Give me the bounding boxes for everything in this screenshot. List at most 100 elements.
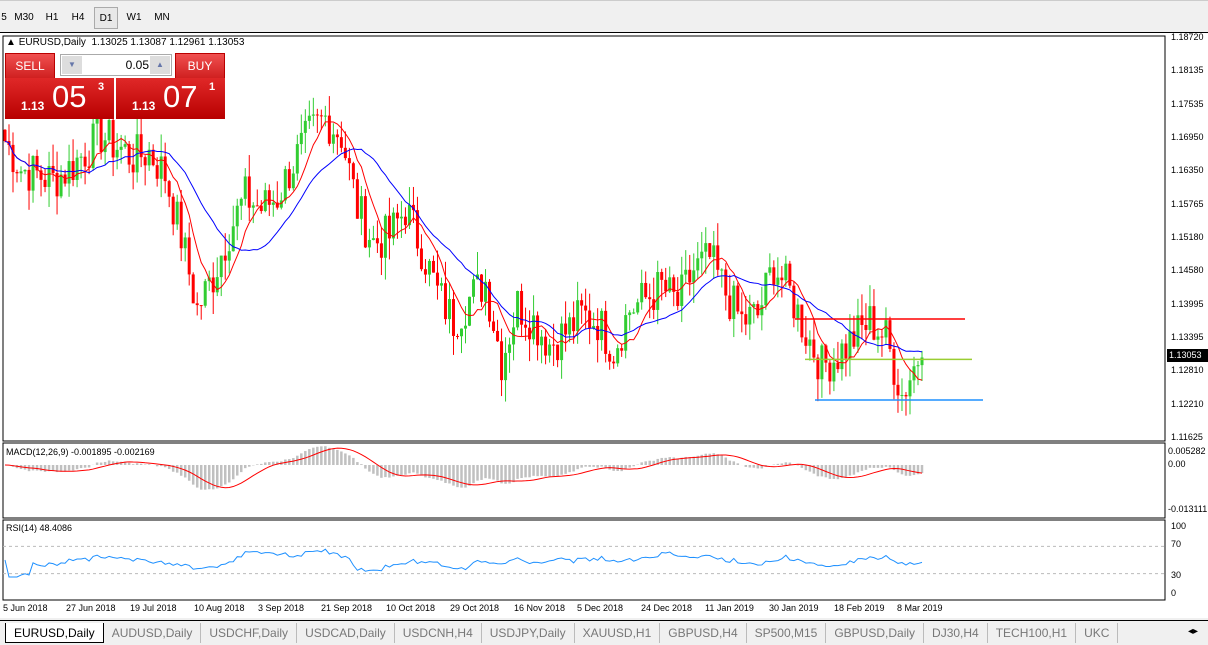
chart-tab[interactable]: XAUUSD,H1	[575, 623, 661, 643]
candle-body	[303, 120, 307, 133]
price-axis-label: 1.15180	[1171, 232, 1204, 242]
candle-body	[59, 174, 63, 197]
candle-body	[35, 155, 39, 171]
candle-body	[399, 216, 403, 219]
candle-body	[796, 304, 800, 319]
candle-body	[804, 337, 808, 346]
candle-body	[688, 269, 692, 283]
candle-body	[407, 204, 411, 226]
rsi-axis-label: 100	[1171, 521, 1187, 531]
timeframe-mn[interactable]: MN	[154, 12, 170, 23]
candle-body	[512, 327, 516, 345]
candle-body	[423, 269, 427, 275]
candle-body	[864, 324, 868, 330]
chart-canvas[interactable]	[0, 33, 1208, 619]
candle-body	[287, 169, 291, 189]
last-price-tag: 1.13053	[1167, 349, 1208, 362]
candle-body	[768, 267, 772, 273]
sell-price[interactable]: 1.13 05 3	[5, 78, 114, 119]
candle-body	[788, 263, 792, 286]
buy-price[interactable]: 1.13 07 1	[116, 78, 225, 119]
candle-body	[435, 272, 439, 286]
candle-body	[776, 277, 780, 285]
candle-body	[295, 144, 299, 174]
time-axis-label: 18 Feb 2019	[834, 603, 885, 613]
candle-body	[223, 255, 227, 261]
candle-body	[271, 202, 275, 205]
lot-size-stepper[interactable]: ▼ 0.05 ▲	[60, 54, 172, 76]
chart-window[interactable]: ▲ EURUSD,Daily 1.13025 1.13087 1.12961 1…	[0, 32, 1208, 618]
candle-body	[624, 315, 628, 351]
candle-body	[744, 314, 748, 325]
timeframe-h4[interactable]: H4	[71, 12, 85, 23]
candle-body	[403, 216, 407, 226]
candle-body	[540, 336, 544, 346]
candle-body	[283, 169, 287, 201]
candle-body	[856, 315, 860, 347]
chart-tab[interactable]: DJ30,H4	[924, 623, 988, 643]
timeframe-5[interactable]: 5	[1, 12, 7, 23]
candle-body	[375, 238, 379, 244]
candle-body	[99, 118, 103, 153]
rsi-axis-label: 0	[1171, 588, 1177, 598]
candle-body	[724, 269, 728, 296]
price-axis-label: 1.18135	[1171, 65, 1204, 76]
timeframe-h1[interactable]: H1	[45, 12, 59, 23]
increase-lot-icon[interactable]: ▲	[150, 56, 170, 74]
candle-body	[772, 267, 776, 285]
chart-tab[interactable]: SP500,M15	[747, 623, 827, 643]
chart-tab[interactable]: USDCAD,Daily	[297, 623, 395, 643]
candle-body	[828, 362, 832, 382]
candle-body	[455, 335, 459, 337]
chart-tab[interactable]: EURUSD,Daily	[5, 623, 104, 643]
candle-body	[712, 245, 716, 257]
candle-body	[620, 348, 624, 351]
candle-body	[728, 295, 732, 320]
candle-body	[484, 281, 488, 302]
candle-body	[580, 300, 584, 306]
candle-body	[604, 310, 608, 354]
timeframe-m30[interactable]: M30	[14, 12, 34, 23]
timeframe-w1[interactable]: W1	[126, 12, 142, 23]
tab-scroll-arrows-icon[interactable]: ◂▸	[1186, 625, 1201, 639]
chart-tab[interactable]: UKC	[1076, 623, 1119, 643]
chart-tab[interactable]: GBPUSD,Daily	[826, 623, 925, 643]
candle-body	[19, 171, 23, 174]
candle-body	[636, 302, 640, 313]
candle-body	[247, 176, 251, 208]
chart-tab[interactable]: USDCNH,H4	[395, 623, 482, 643]
candle-body	[504, 352, 508, 381]
candle-body	[3, 129, 7, 142]
chart-tab[interactable]: GBPUSD,H4	[660, 623, 747, 643]
sell-button[interactable]: SELL	[5, 53, 55, 79]
decrease-lot-icon[interactable]: ▼	[62, 56, 82, 74]
chart-tab[interactable]: AUDUSD,Daily	[104, 623, 202, 643]
timeframe-d1[interactable]: D1	[94, 7, 118, 29]
candle-body	[464, 325, 468, 329]
candle-body	[800, 304, 804, 338]
candle-body	[468, 296, 472, 326]
candle-body	[199, 305, 203, 307]
candle-body	[764, 272, 768, 306]
chart-tab[interactable]: USDJPY,Daily	[482, 623, 575, 643]
candle-body	[872, 306, 876, 340]
candle-body	[892, 348, 896, 385]
candle-body	[339, 137, 343, 148]
candle-body	[355, 179, 359, 219]
chart-tab[interactable]: USDCHF,Daily	[201, 623, 298, 643]
candle-body	[239, 198, 243, 206]
candle-body	[860, 315, 864, 325]
candle-body	[107, 120, 111, 141]
chart-tab[interactable]: TECH100,H1	[988, 623, 1077, 643]
candle-body	[900, 394, 904, 396]
candle-body	[159, 156, 163, 179]
lot-size-input[interactable]: 0.05	[125, 58, 149, 72]
candle-body	[648, 297, 652, 300]
candle-body	[251, 205, 255, 208]
buy-price-pips: 07	[163, 79, 198, 114]
candle-body	[119, 146, 123, 150]
buy-button[interactable]: BUY	[175, 53, 225, 79]
candle-body	[840, 343, 844, 370]
chart-tabs: EURUSD,Daily AUDUSD,Daily USDCHF,Daily USDC…	[0, 620, 1208, 645]
candle-body	[560, 323, 564, 361]
